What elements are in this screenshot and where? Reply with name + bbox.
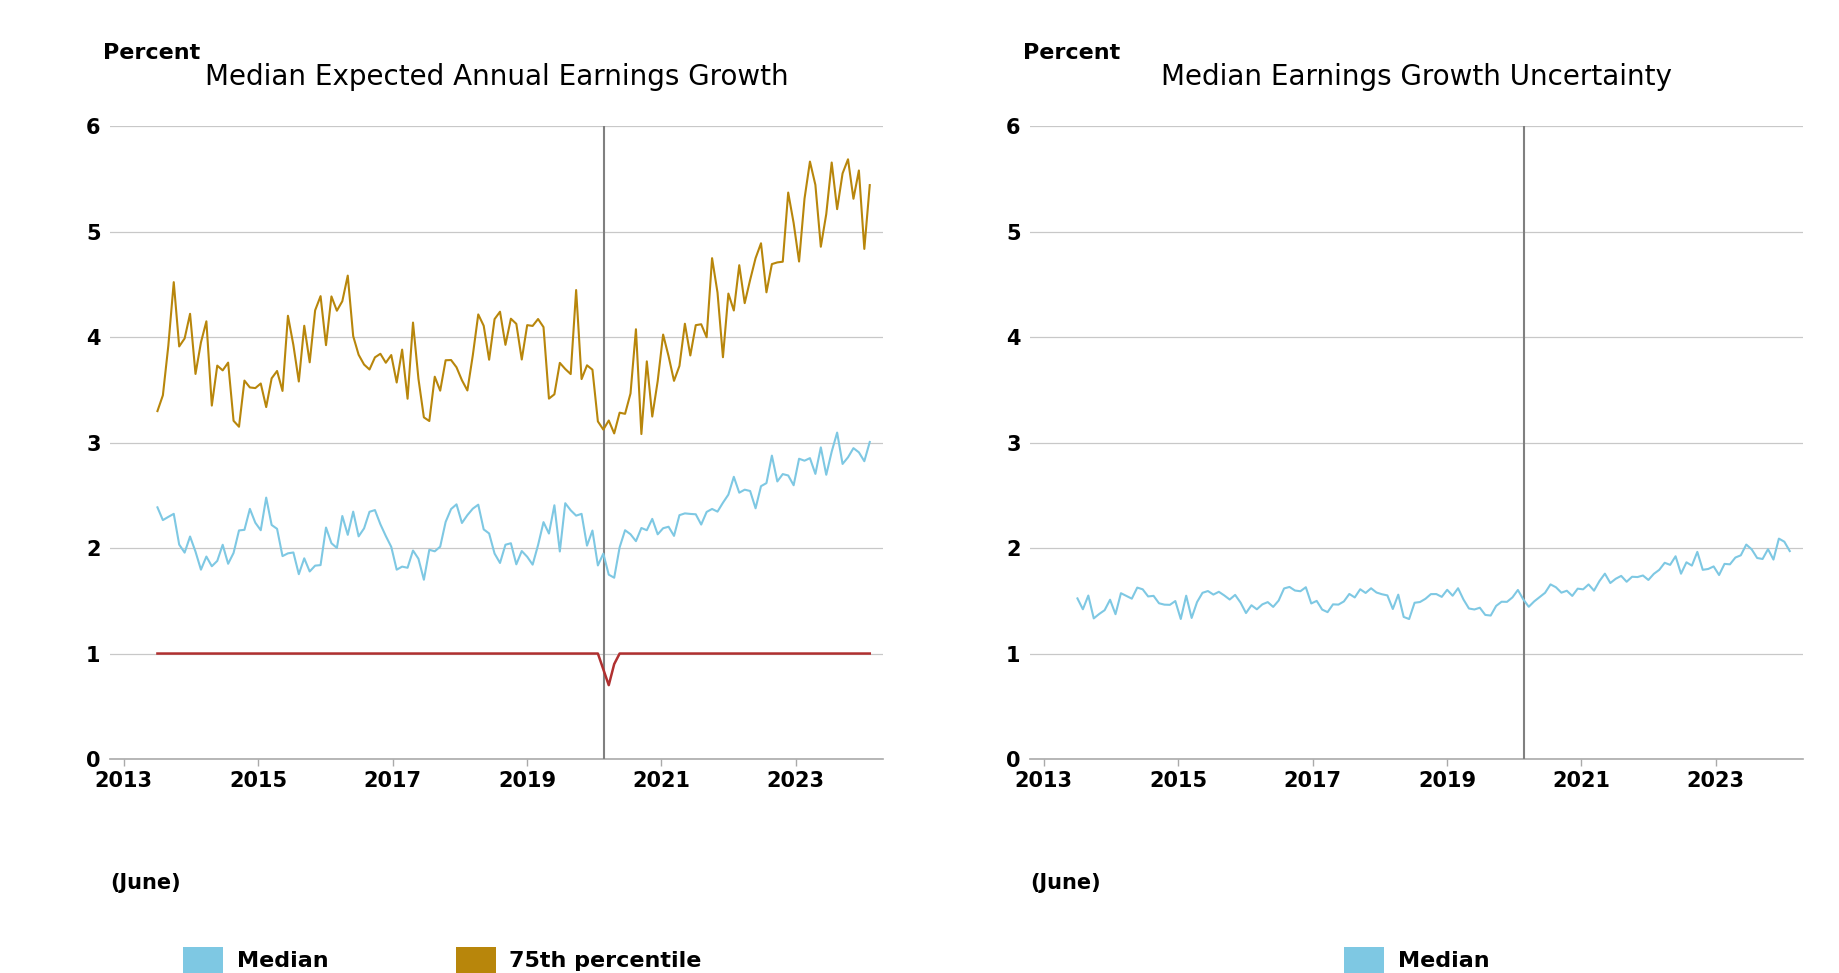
Legend: Median, 25th percentile, 75th percentile: Median, 25th percentile, 75th percentile (184, 947, 701, 973)
Legend: Median: Median (1344, 947, 1488, 973)
Title: Median Expected Annual Earnings Growth: Median Expected Annual Earnings Growth (204, 63, 789, 90)
Text: (June): (June) (110, 873, 180, 893)
Text: Percent: Percent (103, 43, 200, 63)
Title: Median Earnings Growth Uncertainty: Median Earnings Growth Uncertainty (1160, 63, 1672, 90)
Text: (June): (June) (1030, 873, 1100, 893)
Text: Percent: Percent (1022, 43, 1120, 63)
